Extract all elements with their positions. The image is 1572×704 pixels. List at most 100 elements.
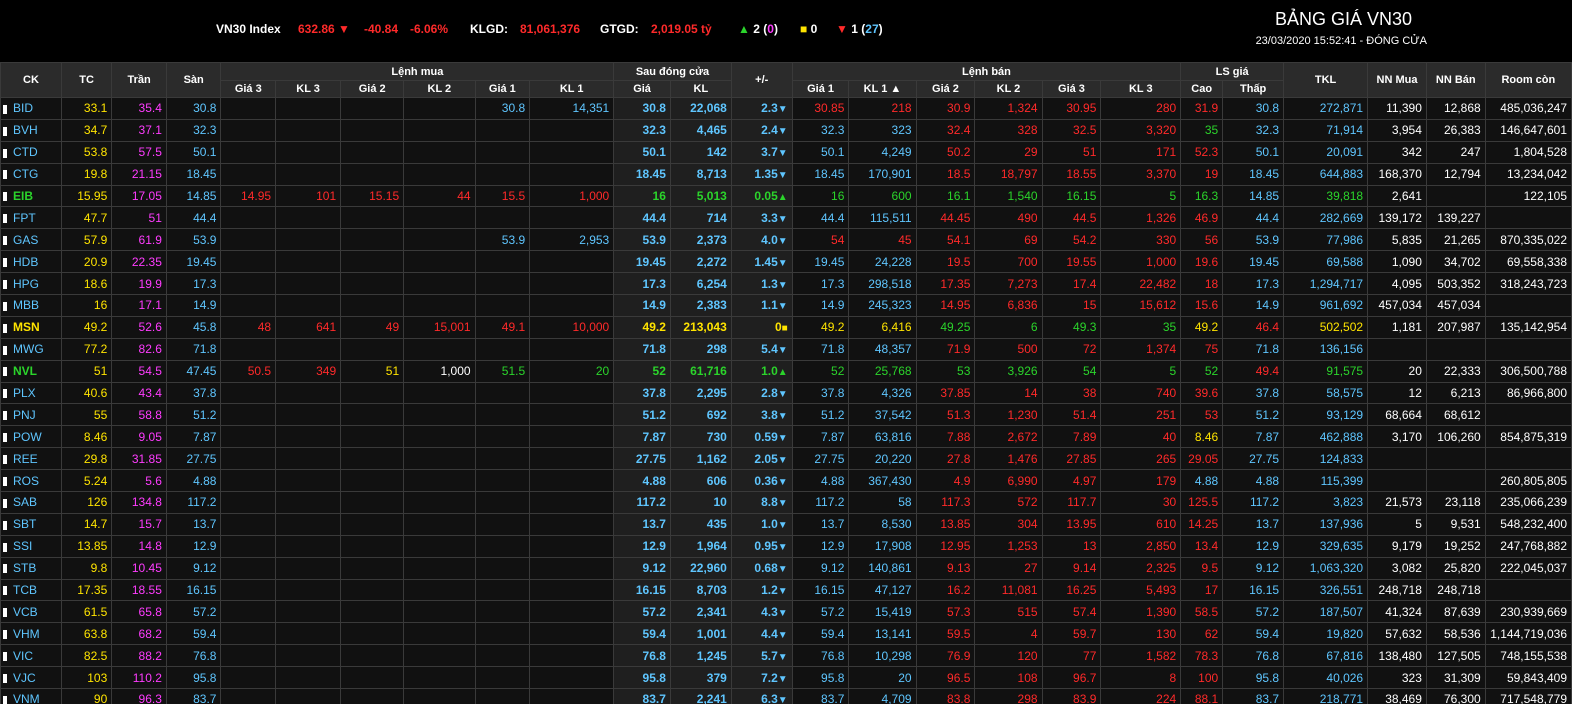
table-row[interactable]: VCB 61.5 65.8 57.2 57.2 2,341 4.3▼ 57.2 15,419 57… xyxy=(0,600,1572,624)
table-row[interactable]: EIB 15.95 17.05 14.85 14.95 101 15.15 44 15.5 1,0… xyxy=(0,184,1572,208)
table-row[interactable]: BVH 34.7 37.1 32.3 32.3 4,465 2.4▼ 32.3 323 32.4 3… xyxy=(0,118,1572,142)
gtgd-label: GTGD: xyxy=(600,22,639,36)
foreign-room-cell: 318,243,723 xyxy=(1484,272,1572,296)
symbol-cell[interactable]: TCB xyxy=(0,578,62,602)
symbol-cell[interactable]: PLX xyxy=(0,381,62,405)
table-row[interactable]: BID 33.1 35.4 30.8 30.8 14,351 30.8 22,068 2.3▼ 3… xyxy=(0,97,1572,120)
col-thap[interactable]: Thấp xyxy=(1222,80,1285,98)
table-row[interactable]: NVL 51 54.5 47.45 50.5 349 51 1,000 51.5 20 52 61,7… xyxy=(0,359,1572,383)
table-row[interactable]: VIC 82.5 88.2 76.8 76.8 1,245 5.7▼ 76.8 10,298 76… xyxy=(0,644,1572,668)
table-row[interactable]: MSN 49.2 52.6 45.8 48 641 49 15,001 49.1 10,000 49… xyxy=(0,315,1572,339)
table-row[interactable]: VHM 63.8 68.2 59.4 59.4 1,001 4.4▼ 59.4 13,141 59… xyxy=(0,622,1572,646)
ref-price-cell: 90 xyxy=(60,688,113,704)
col-sell-gia2[interactable]: Giá 2 xyxy=(915,80,976,98)
table-row[interactable]: PNJ 55 58.8 51.2 51.2 692 3.8▼ 51.2 37,542 51.3 1,… xyxy=(0,403,1572,427)
col-room-con[interactable]: Room còn xyxy=(1484,62,1572,98)
table-row[interactable]: MWG 77.2 82.6 71.8 71.8 298 5.4▼ 71.8 48,357 71.9… xyxy=(0,337,1572,361)
change-value: 0.68 xyxy=(754,561,778,576)
symbol-cell[interactable]: REE xyxy=(0,447,62,471)
table-row[interactable]: ROS 5.24 5.6 4.88 4.88 606 0.36▼ 4.88 367,430 4.9… xyxy=(0,469,1572,493)
col-buy-kl1[interactable]: KL 1 xyxy=(529,80,615,98)
col-nn-ban[interactable]: NN Bán xyxy=(1425,62,1486,98)
col-buy-gia3[interactable]: Giá 3 xyxy=(220,80,277,98)
table-row[interactable]: POW 8.46 9.05 7.87 7.87 730 0.59▼ 7.87 63,816 7.8… xyxy=(0,425,1572,449)
total-volume-cell: 124,833 xyxy=(1283,447,1369,471)
symbol-cell[interactable]: HPG xyxy=(0,272,62,296)
ref-price-cell: 126 xyxy=(60,491,113,514)
table-row[interactable]: VNM 90 96.3 83.7 83.7 2,241 6.3▼ 83.7 4,709 83.8 2… xyxy=(0,688,1572,704)
low-price-cell: 50.1 xyxy=(1222,140,1285,164)
col-san[interactable]: Sàn xyxy=(165,62,222,98)
table-row[interactable]: FPT 47.7 51 44.4 44.4 714 3.3▼ 44.4 115,511 44.45… xyxy=(0,206,1572,230)
foreign-buy-cell: 20 xyxy=(1367,359,1427,383)
symbol-cell[interactable]: NVL xyxy=(0,359,62,383)
col-sell-kl3[interactable]: KL 3 xyxy=(1100,80,1182,98)
ref-price-cell: 8.46 xyxy=(60,425,113,449)
symbol-cell[interactable]: EIB xyxy=(0,184,62,208)
symbol-cell[interactable]: SSI xyxy=(0,534,62,558)
col-nn-mua[interactable]: NN Mua xyxy=(1367,62,1427,98)
symbol-cell[interactable]: GAS xyxy=(0,228,62,252)
symbol-cell[interactable]: CTD xyxy=(0,140,62,164)
col-buy-gia2[interactable]: Giá 2 xyxy=(340,80,405,98)
symbol-cell[interactable]: VJC xyxy=(0,666,62,690)
symbol-cell[interactable]: HDB xyxy=(0,250,62,274)
buy-order-cell xyxy=(474,162,531,186)
symbol-cell[interactable]: FPT xyxy=(0,206,62,230)
col-sell-kl1[interactable]: KL 1 ▲ xyxy=(848,80,917,98)
symbol-cell[interactable]: VHM xyxy=(0,622,62,646)
col-buy-kl2[interactable]: KL 2 xyxy=(403,80,476,98)
buy-order-cell xyxy=(403,228,476,252)
col-tc[interactable]: TC xyxy=(60,62,113,98)
row-marker-icon xyxy=(3,520,7,530)
symbol-cell[interactable]: CTG xyxy=(0,162,62,186)
table-row[interactable]: MBB 16 17.1 14.9 14.9 2,383 1.1▼ 14.9 245,323 14.… xyxy=(0,294,1572,317)
col-tran[interactable]: Trần xyxy=(111,62,167,98)
col-change[interactable]: +/- xyxy=(730,62,793,98)
table-row[interactable]: CTD 53.8 57.5 50.1 50.1 142 3.7▼ 50.1 4,249 50.2 2… xyxy=(0,140,1572,164)
symbol-cell[interactable]: VNM xyxy=(0,688,62,704)
col-buy-kl3[interactable]: KL 3 xyxy=(275,80,342,98)
symbol-cell[interactable]: ROS xyxy=(0,469,62,493)
col-sell-gia1[interactable]: Giá 1 xyxy=(791,80,850,98)
col-sell-kl2[interactable]: KL 2 xyxy=(974,80,1043,98)
symbol-cell[interactable]: BVH xyxy=(0,118,62,142)
ceiling-price-cell: 15.7 xyxy=(111,512,167,536)
symbol-cell[interactable]: BID xyxy=(0,97,62,120)
table-row[interactable]: CTG 19.8 21.15 18.45 18.45 8,713 1.35▼ 18.45 170… xyxy=(0,162,1572,186)
symbol-cell[interactable]: MBB xyxy=(0,294,62,317)
close-volume-cell: 1,162 xyxy=(669,447,732,471)
sell-order-cell: 3,370 xyxy=(1100,162,1182,186)
col-close-gia[interactable]: Giá xyxy=(613,80,671,98)
col-buy-gia1[interactable]: Giá 1 xyxy=(474,80,531,98)
symbol-cell[interactable]: MSN xyxy=(0,315,62,339)
table-row[interactable]: PLX 40.6 43.4 37.8 37.8 2,295 2.8▼ 37.8 4,326 37.… xyxy=(0,381,1572,405)
table-row[interactable]: SSI 13.85 14.8 12.9 12.9 1,964 0.95▼ 12.9 17,908… xyxy=(0,534,1572,558)
table-row[interactable]: VJC 103 110.2 95.8 95.8 379 7.2▼ 95.8 20 96.5 108 9… xyxy=(0,666,1572,690)
col-tkl[interactable]: TKL xyxy=(1283,62,1369,98)
buy-order-cell xyxy=(529,666,615,690)
col-cao[interactable]: Cao xyxy=(1180,80,1224,98)
table-row[interactable]: GAS 57.9 61.9 53.9 53.9 2,953 53.9 2,373 4.0▼ 54 4… xyxy=(0,228,1572,252)
table-row[interactable]: SBT 14.7 15.7 13.7 13.7 435 1.0▼ 13.7 8,530 13.85… xyxy=(0,512,1572,536)
down-arrow-icon: ▼ xyxy=(777,432,788,444)
symbol-cell[interactable]: STB xyxy=(0,556,62,580)
col-close-kl[interactable]: KL xyxy=(669,80,732,98)
symbol-cell[interactable]: SAB xyxy=(0,491,62,514)
table-row[interactable]: HDB 20.9 22.35 19.45 19.45 2,272 1.45▼ 19.45 24,… xyxy=(0,250,1572,274)
table-row[interactable]: HPG 18.6 19.9 17.3 17.3 6,254 1.3▼ 17.3 298,518 1… xyxy=(0,272,1572,296)
symbol-cell[interactable]: VIC xyxy=(0,644,62,668)
col-ck[interactable]: CK xyxy=(0,62,62,98)
table-row[interactable]: TCB 17.35 18.55 16.15 16.15 8,703 1.2▼ 16.15 47,… xyxy=(0,578,1572,602)
table-row[interactable]: REE 29.8 31.85 27.75 27.75 1,162 2.05▼ 27.75 20,… xyxy=(0,447,1572,471)
col-sell-gia3[interactable]: Giá 3 xyxy=(1041,80,1102,98)
symbol-cell[interactable]: VCB xyxy=(0,600,62,624)
table-row[interactable]: SAB 126 134.8 117.2 117.2 10 8.8▼ 117.2 58 117.3 5… xyxy=(0,491,1572,514)
low-price-cell: 16.15 xyxy=(1222,578,1285,602)
table-row[interactable]: STB 9.8 10.45 9.12 9.12 22,960 0.68▼ 9.12 140,86… xyxy=(0,556,1572,580)
symbol-cell[interactable]: SBT xyxy=(0,512,62,536)
symbol-cell[interactable]: MWG xyxy=(0,337,62,361)
symbol-cell[interactable]: PNJ xyxy=(0,403,62,427)
symbol-cell[interactable]: POW xyxy=(0,425,62,449)
symbol-label: MBB xyxy=(13,298,40,313)
